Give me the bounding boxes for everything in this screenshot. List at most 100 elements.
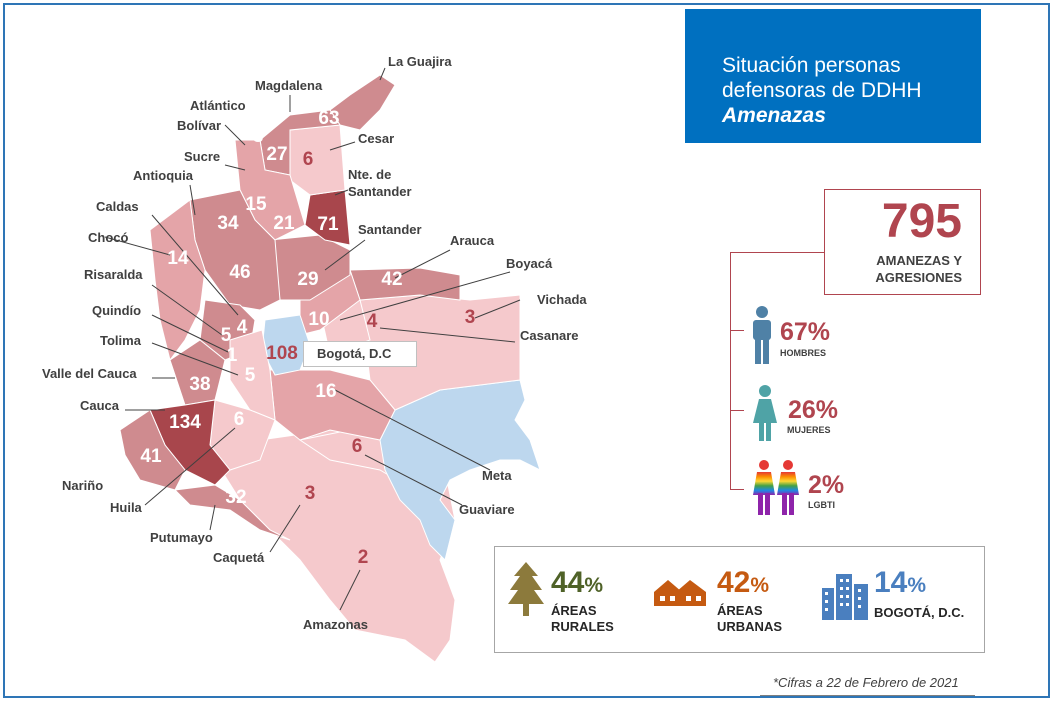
value-cesar: 6	[302, 149, 314, 170]
pct-rurales: 44%	[551, 566, 604, 599]
label-rurales: ÁREAS RURALES	[551, 603, 614, 634]
label-lgbti: LGBTI	[808, 500, 835, 510]
value-meta: 16	[315, 381, 337, 402]
label-vichada: Vichada	[537, 292, 587, 307]
region-valle	[169, 339, 226, 406]
brace-lgbti	[730, 489, 744, 490]
total-box: 795 AMANEZAS Y AGRESIONES	[824, 189, 981, 295]
pct-hombres: 67%	[780, 318, 831, 346]
region-choco	[149, 199, 206, 362]
value-casanare: 4	[366, 311, 378, 332]
label-magdalena: Magdalena	[255, 78, 323, 93]
label-boyaca: Boyacá	[506, 256, 553, 271]
value-bolivar: 15	[245, 194, 267, 215]
lgbti-icon	[753, 460, 799, 515]
title-box: Situación personas defensoras de DDHH Am…	[685, 9, 981, 143]
label-valle: Valle del Cauca	[42, 366, 137, 381]
label-sucre: Sucre	[184, 149, 221, 164]
value-valle: 38	[189, 374, 211, 395]
value-guaviare: 6	[351, 436, 363, 457]
pct-urbanas: 42%	[717, 566, 770, 599]
value-sucre: 21	[273, 213, 295, 234]
label-choco: Chocó	[88, 230, 129, 245]
leader-lines	[104, 67, 521, 611]
label-tolima: Tolima	[100, 333, 141, 348]
region-putumayo	[173, 484, 291, 541]
label-la-guajira: La Guajira	[388, 54, 452, 69]
label-bolivar: Bolívar	[177, 118, 222, 133]
pct-lgbti: 2%	[808, 471, 845, 499]
woman-icon	[753, 385, 777, 441]
label-mujeres: MUJERES	[787, 425, 831, 435]
tree-icon	[508, 562, 544, 616]
value-narino: 41	[140, 446, 162, 467]
title-line-2: defensoras de DDHH	[722, 79, 922, 102]
value-cauca: 134	[169, 412, 201, 433]
footnote: *Cifras a 22 de Febrero de 2021	[773, 675, 959, 690]
footnote-line	[760, 695, 975, 696]
areas-box	[494, 546, 985, 653]
value-arauca: 42	[381, 269, 403, 290]
label-urbanas: ÁREAS URBANAS	[717, 603, 782, 634]
value-cundinamarca: 5	[244, 365, 256, 386]
buildings-icon	[822, 574, 868, 620]
label-casanare: Casanare	[520, 328, 579, 343]
title-line-1: Situación personas	[722, 54, 901, 77]
brace-man	[730, 330, 744, 331]
bogota-callout	[303, 341, 417, 367]
label-narino: Nariño	[62, 478, 104, 493]
brace-top	[730, 252, 824, 253]
value-quindio: 5	[220, 325, 232, 346]
label-quindio: Quindío	[92, 303, 142, 318]
label-antioquia: Antioquia	[133, 168, 193, 183]
label-putumayo: Putumayo	[150, 530, 213, 545]
label-risaralda: Risaralda	[84, 267, 143, 282]
man-icon	[753, 306, 771, 364]
value-tolima: 1	[226, 345, 238, 366]
value-la-guajira: 63	[318, 108, 340, 129]
value-caqueta: 3	[304, 483, 316, 504]
label-norte-santander: Nte. de Santander	[348, 167, 412, 199]
value-huila: 6	[233, 409, 245, 430]
value-magdalena: 27	[266, 144, 288, 165]
label-huila: Huila	[110, 500, 142, 515]
total-label-1: AMANEZAS Y	[876, 253, 962, 268]
label-bogota-area: BOGOTÁ, D.C.	[874, 605, 965, 620]
value-vichada: 3	[464, 307, 476, 328]
label-caqueta: Caquetá	[213, 550, 265, 565]
value-norte-santander: 71	[317, 214, 339, 235]
houses-icon	[654, 580, 706, 606]
total-label-2: AGRESIONES	[875, 270, 962, 285]
region-guajira	[329, 74, 396, 131]
value-putumayo: 32	[225, 487, 247, 508]
value-antioquia: 34	[217, 213, 239, 234]
value-caldas: 46	[229, 262, 251, 283]
value-bogota: 108	[266, 343, 298, 364]
outer-frame	[3, 3, 1050, 698]
region-east-blue	[379, 379, 541, 561]
value-atlantico: 8	[252, 126, 264, 147]
label-cauca: Cauca	[80, 398, 120, 413]
brace-woman	[730, 410, 744, 411]
label-cesar: Cesar	[358, 131, 395, 146]
region-cesar	[289, 124, 346, 196]
label-atlantico: Atlántico	[190, 98, 246, 113]
label-caldas: Caldas	[96, 199, 139, 214]
total-value: 795	[881, 195, 962, 248]
title-line-3: Amenazas	[722, 104, 826, 127]
region-meta	[269, 369, 396, 441]
value-amazonas: 2	[357, 547, 369, 568]
label-bogota: Bogotá, D.C	[317, 346, 392, 361]
label-amazonas: Amazonas	[303, 617, 369, 632]
value-santander: 29	[297, 269, 319, 290]
pct-mujeres: 26%	[788, 396, 839, 424]
brace-line	[730, 252, 731, 490]
label-santander: Santander	[358, 222, 422, 237]
label-guaviare: Guaviare	[459, 502, 515, 517]
label-arauca: Arauca	[450, 233, 495, 248]
value-risaralda: 4	[236, 317, 248, 338]
value-choco: 14	[167, 248, 189, 269]
value-boyaca: 10	[308, 309, 330, 330]
label-meta: Meta	[482, 468, 512, 483]
